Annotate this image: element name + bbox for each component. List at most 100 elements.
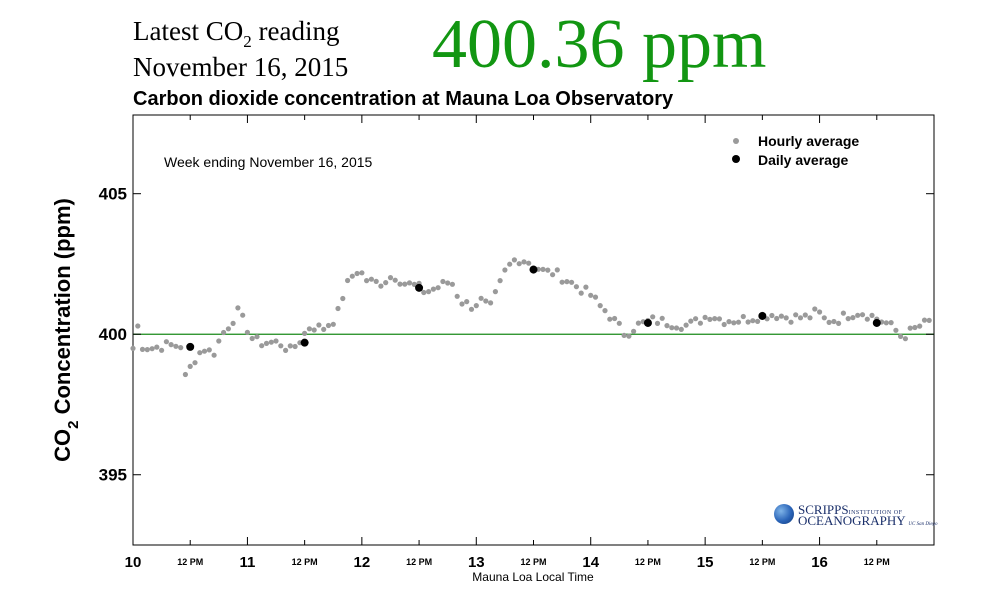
hourly-point <box>678 326 684 332</box>
hourly-point <box>492 289 498 295</box>
hourly-point <box>163 339 169 345</box>
hourly-point <box>578 290 584 296</box>
hourly-point <box>130 345 136 351</box>
hourly-point <box>244 329 250 335</box>
hourly-point <box>254 334 260 340</box>
legend-hourly-marker <box>733 138 739 144</box>
legend-daily-marker <box>732 155 740 163</box>
hourly-point <box>612 315 618 322</box>
y-tick-label: 400 <box>99 325 127 344</box>
hourly-point <box>402 281 408 287</box>
hourly-point <box>836 320 842 326</box>
hourly-point <box>325 322 332 329</box>
y-tick-label: 405 <box>99 185 127 204</box>
daily-point <box>872 318 881 327</box>
hourly-point <box>659 315 665 321</box>
hourly-point <box>569 279 575 285</box>
hourly-point <box>411 281 417 287</box>
hourly-point <box>902 336 909 342</box>
hourly-point <box>201 348 208 354</box>
hourly-point <box>778 313 785 319</box>
hourly-point <box>817 309 823 315</box>
daily-point <box>529 265 538 274</box>
hourly-point <box>478 295 484 301</box>
hourly-point <box>516 261 522 267</box>
daily-point <box>415 283 424 292</box>
hourly-point <box>497 278 503 284</box>
y-tick-label: 395 <box>99 466 127 485</box>
hourly-point <box>211 352 217 358</box>
hourly-point <box>707 316 713 322</box>
hourly-point <box>583 284 589 290</box>
logo-line-2: OCEANOGRAPHY UC San Diego <box>798 513 938 528</box>
hourly-point <box>669 325 675 331</box>
x-tick-label: 12 PM <box>749 557 775 567</box>
hourly-point <box>650 314 656 320</box>
hourly-point <box>731 320 737 326</box>
hourly-point <box>373 278 379 284</box>
logo-line-1: SCRIPPSINSTITUTION OF <box>798 502 903 517</box>
hourly-point <box>149 346 155 352</box>
hourly-point <box>468 306 475 312</box>
hourly-point <box>240 312 246 318</box>
x-tick-label: 16 <box>811 554 828 571</box>
x-tick-label: 15 <box>697 554 714 571</box>
hourly-point <box>554 267 560 273</box>
hourly-point <box>688 318 694 324</box>
hourly-point <box>559 279 565 285</box>
hourly-point <box>368 276 374 282</box>
hourly-point <box>187 363 193 369</box>
x-tick-label: 11 <box>239 554 255 571</box>
hourly-point <box>292 343 298 350</box>
hourly-point <box>855 312 861 318</box>
hourly-point <box>507 261 513 267</box>
hourly-point <box>898 333 904 339</box>
hourly-point <box>488 300 494 306</box>
x-tick-label: 12 PM <box>635 557 661 567</box>
hourly-point <box>745 319 751 325</box>
hourly-point <box>426 289 432 295</box>
legend: Hourly average Daily average <box>732 133 859 168</box>
legend-hourly-label: Hourly average <box>758 133 859 149</box>
hourly-point <box>573 284 580 290</box>
hourly-point <box>793 312 799 318</box>
daily-point <box>643 318 652 327</box>
plot-frame <box>132 114 935 546</box>
hourly-point <box>921 317 928 323</box>
hourly-point <box>206 347 212 353</box>
hourly-point <box>397 281 403 287</box>
hourly-point <box>831 318 837 325</box>
hourly-point <box>316 322 322 328</box>
hourly-point <box>540 266 546 272</box>
hourly-point <box>521 259 527 265</box>
hourly-point <box>755 318 761 324</box>
daily-point <box>300 338 309 347</box>
hourly-point <box>159 347 165 353</box>
hourly-point <box>592 294 599 300</box>
hourly-point <box>654 320 661 326</box>
hourly-point <box>421 289 427 296</box>
x-tick-label: 12 <box>354 554 371 571</box>
hourly-point <box>621 332 627 338</box>
hourly-point <box>550 272 556 278</box>
hourly-point <box>788 319 794 325</box>
hourly-point <box>864 316 870 322</box>
globe-icon <box>774 504 794 524</box>
hourly-point <box>445 280 451 286</box>
hourly-point <box>869 312 875 318</box>
hourly-point <box>306 326 312 332</box>
hourly-point <box>807 315 813 321</box>
hourly-point <box>859 312 866 318</box>
hourly-point <box>716 316 723 322</box>
hourly-point <box>883 320 889 326</box>
x-axis-label: Mauna Loa Local Time <box>472 570 594 584</box>
hourly-point <box>345 277 351 284</box>
hourly-point <box>287 343 293 349</box>
hourly-point <box>702 314 708 320</box>
hourly-point <box>821 315 827 321</box>
daily-point <box>758 311 767 320</box>
hourly-point <box>354 270 360 277</box>
hourly-point <box>664 323 670 329</box>
hourly-point <box>173 343 179 349</box>
hourly-point <box>359 270 365 276</box>
